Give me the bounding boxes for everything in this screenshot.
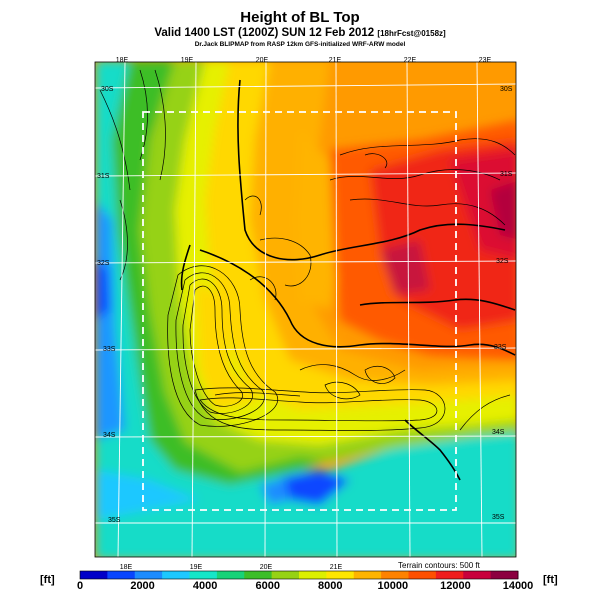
- colorbar-tick-label: 10000: [377, 580, 409, 592]
- colorbar-tick-label: 2000: [130, 580, 155, 592]
- lat-label-right-2: 32S: [496, 258, 509, 265]
- colorbar-swatch-8: [299, 571, 327, 579]
- colorbar-frame: [79, 570, 519, 580]
- colorbar-swatch-11: [381, 571, 409, 579]
- colorbar-tick-label: 14000: [502, 580, 534, 592]
- colorbar-tick-label: 8000: [318, 580, 343, 592]
- lat-label-left-5: 35S: [108, 517, 121, 524]
- lon-label-top-2: 20E: [256, 57, 269, 64]
- lon-label-top-3: 21E: [329, 57, 342, 64]
- colorbar-swatch-6: [244, 571, 273, 579]
- map-subtitle: Valid 1400 LST (1200Z) SUN 12 Feb 2012 […: [154, 27, 446, 39]
- colorbar-swatch-15: [490, 571, 519, 579]
- lat-label-left-2: 32S: [97, 260, 110, 267]
- lat-label-right-3: 33S: [494, 344, 507, 351]
- colorbar-unit-right: [ft]: [543, 574, 558, 586]
- colorbar-swatch-5: [216, 571, 245, 579]
- colorbar-tick-label: 6000: [255, 580, 280, 592]
- lon-label-top-1: 19E: [181, 57, 194, 64]
- inner-domain-box: [142, 111, 457, 511]
- colorbar-tick-label: 12000: [440, 580, 471, 592]
- colorbar-swatch-4: [189, 571, 218, 579]
- lon-label-top-0: 18E: [116, 57, 129, 64]
- field-layer: [95, 62, 516, 557]
- colorbar-swatch-0: [80, 571, 108, 579]
- lat-label-left-4: 34S: [103, 432, 116, 439]
- lat-label-left-3: 33S: [103, 346, 116, 353]
- grid-labels: 18E 19E 20E 21E 22E 23E 18E 19E 20E 21E …: [97, 57, 513, 571]
- lon-label-bottom-3: 21E: [330, 564, 343, 571]
- map-frame: [94, 61, 517, 558]
- colorbar-swatch-1: [107, 571, 136, 579]
- model-credit: Dr.Jack BLIPMAP from RASP 12km GFS-initi…: [194, 41, 406, 48]
- lat-label-right-0: 30S: [500, 86, 513, 93]
- colorbar-swatch-2: [134, 571, 163, 579]
- lat-label-right-1: 31S: [500, 171, 513, 178]
- colorbar-unit-left: [ft]: [40, 574, 55, 586]
- lon-label-top-4: 22E: [404, 57, 417, 64]
- colorbar-tick-label: 0: [76, 580, 84, 592]
- lon-label-bottom-2: 20E: [260, 564, 273, 571]
- lat-lon-grid: [94, 61, 517, 558]
- lon-label-bottom-0: 18E: [120, 564, 133, 571]
- colorbar-swatch-13: [435, 571, 464, 579]
- lat-label-right-5: 35S: [492, 514, 505, 521]
- colorbar-swatch-7: [271, 571, 300, 579]
- lat-label-right-4: 34S: [492, 429, 505, 436]
- colorbar-swatch-12: [408, 571, 437, 579]
- lon-label-bottom-1: 19E: [190, 564, 203, 571]
- lon-label-top-5: 23E: [479, 57, 492, 64]
- colorbar-swatch-3: [162, 571, 190, 579]
- terrain-contours-note: Terrain contours: 500 ft: [398, 561, 481, 570]
- colorbar: [79, 570, 519, 580]
- colorbar-swatch-14: [463, 571, 492, 579]
- lat-label-left-1: 31S: [97, 173, 110, 180]
- map-title: Height of BL Top: [240, 9, 360, 26]
- lat-label-left-0: 30S: [101, 86, 114, 93]
- colorbar-tick-label: 4000: [192, 580, 218, 592]
- colorbar-swatch-9: [326, 571, 355, 579]
- colorbar-swatch-10: [353, 571, 382, 579]
